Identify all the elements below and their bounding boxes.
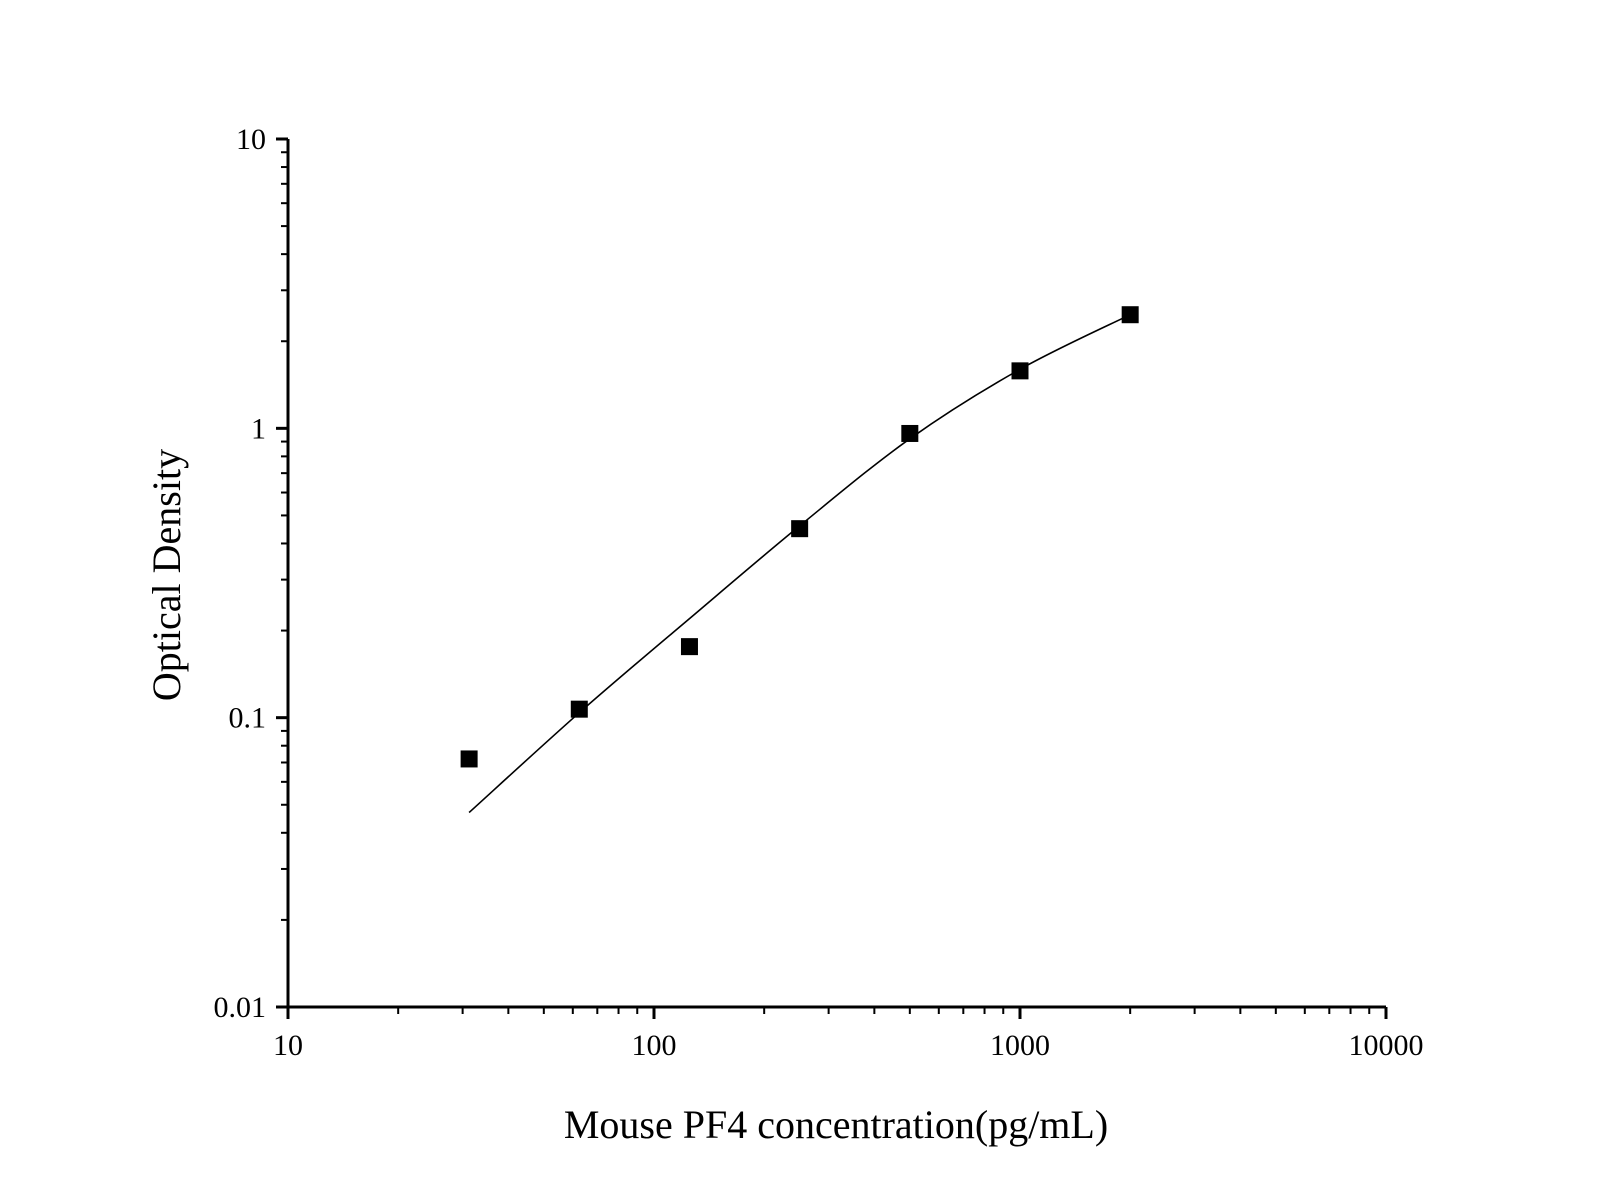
data-point <box>791 520 809 538</box>
data-point <box>680 638 698 656</box>
y-tick-label: 1 <box>251 412 266 445</box>
data-point <box>460 750 478 768</box>
axes <box>286 139 1386 1009</box>
x-tick-label: 10000 <box>1349 1029 1424 1062</box>
data-point <box>1121 306 1139 324</box>
x-tick-label: 1000 <box>990 1029 1050 1062</box>
data-point <box>570 700 588 718</box>
fit-curve-line <box>468 313 1131 814</box>
data-points-layer <box>460 306 1139 768</box>
y-tick-label: 0.1 <box>229 702 267 735</box>
data-point <box>1011 362 1029 380</box>
ticks: 10 100 1000 10000 0.01 0.1 1 10 <box>214 123 1424 1062</box>
data-point <box>901 424 919 442</box>
x-tick-label: 100 <box>632 1029 677 1062</box>
y-tick-label: 10 <box>236 123 266 156</box>
y-tick-label: 0.01 <box>214 991 267 1024</box>
x-axis-title: Mouse PF4 concentration(pg/mL) <box>564 1102 1108 1147</box>
fit-curve-layer <box>468 313 1131 814</box>
x-tick-label: 10 <box>273 1029 303 1062</box>
y-axis-title: Optical Density <box>144 449 189 701</box>
